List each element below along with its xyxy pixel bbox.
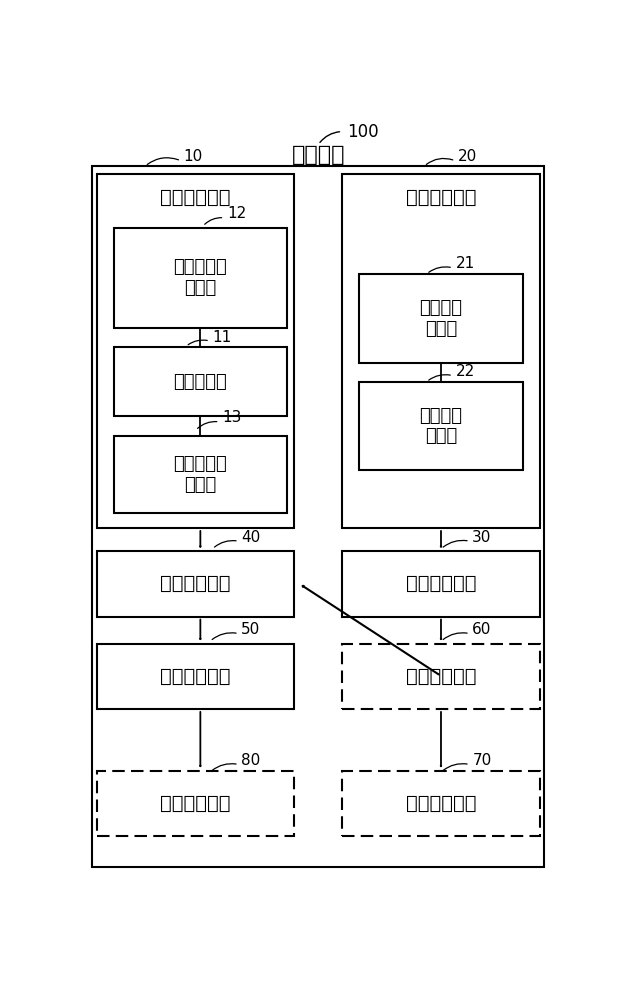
- Bar: [114, 347, 287, 416]
- Bar: [114, 436, 287, 513]
- Text: 第二执行模块: 第二执行模块: [160, 794, 231, 813]
- Text: 有效判断模块: 有效判断模块: [406, 667, 476, 686]
- Text: 80: 80: [241, 753, 260, 768]
- Text: 放大处理
子模块: 放大处理 子模块: [420, 407, 463, 445]
- Bar: [97, 174, 294, 528]
- Text: 12: 12: [227, 206, 246, 221]
- Text: 20: 20: [458, 149, 477, 164]
- Bar: [342, 551, 540, 617]
- Text: 偏移计算模块: 偏移计算模块: [160, 574, 231, 593]
- Text: 通信终端: 通信终端: [291, 145, 345, 165]
- Text: 位置计算模块: 位置计算模块: [406, 574, 476, 593]
- Text: 位置纠正模块: 位置纠正模块: [160, 667, 231, 686]
- Text: 13: 13: [222, 410, 242, 425]
- Text: 100: 100: [347, 123, 379, 141]
- Text: 第一执行模块: 第一执行模块: [406, 794, 476, 813]
- Bar: [97, 644, 294, 709]
- Text: 加速度感应
子模块: 加速度感应 子模块: [173, 258, 227, 297]
- Text: 21: 21: [455, 256, 474, 271]
- Bar: [342, 174, 540, 528]
- Text: 角速度感应
子模块: 角速度感应 子模块: [173, 455, 227, 494]
- Text: 40: 40: [241, 530, 260, 545]
- Text: 50: 50: [241, 622, 260, 637]
- Bar: [97, 771, 294, 836]
- Text: 30: 30: [472, 530, 492, 545]
- Text: 比例确定
子模块: 比例确定 子模块: [420, 299, 463, 338]
- Text: 11: 11: [212, 330, 232, 345]
- Bar: [114, 228, 287, 328]
- Text: 放大处理模块: 放大处理模块: [406, 188, 476, 207]
- Bar: [342, 771, 540, 836]
- Text: 60: 60: [472, 622, 492, 637]
- Bar: [359, 274, 523, 363]
- Text: 10: 10: [184, 149, 202, 164]
- Bar: [97, 551, 294, 617]
- Bar: [342, 644, 540, 709]
- Bar: [359, 382, 523, 470]
- Text: 判断子模块: 判断子模块: [173, 373, 227, 391]
- Text: 70: 70: [472, 753, 491, 768]
- Text: 22: 22: [455, 364, 474, 379]
- Text: 昆动判断模块: 昆动判断模块: [160, 188, 231, 207]
